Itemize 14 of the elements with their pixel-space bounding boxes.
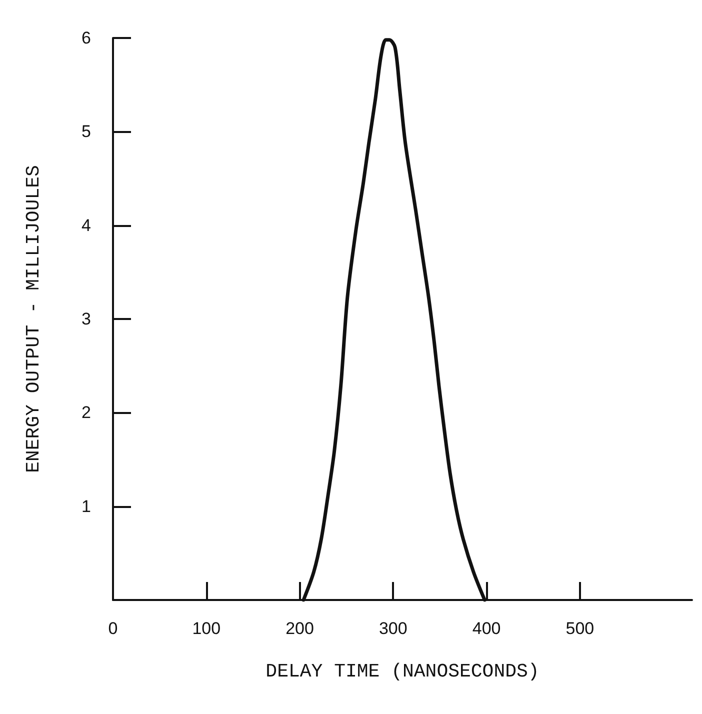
y-tick-label: 4 [82, 216, 91, 235]
x-tick-label: 0 [108, 619, 118, 638]
y-tick-label: 6 [82, 28, 91, 48]
x-axis-title: DELAY TIME (NANOSECONDS) [266, 660, 540, 682]
y-tick-label: 1 [82, 496, 91, 516]
x-tick-label: 200 [286, 619, 314, 638]
y-tick-label: 2 [82, 403, 91, 422]
y-axis-title: ENERGY OUTPUT - MILLIJOULES [22, 165, 44, 473]
x-tick-label: 100 [192, 619, 221, 638]
x-tick-label: 300 [378, 619, 408, 638]
x-tick-label: 500 [566, 619, 594, 638]
x-tick-label: 400 [472, 619, 501, 638]
y-tick-label: 3 [82, 310, 91, 328]
y-tick-label: 5 [82, 122, 91, 142]
